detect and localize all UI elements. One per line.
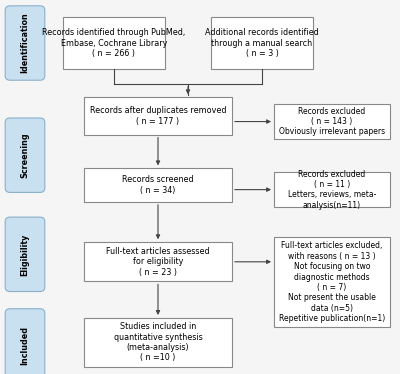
Text: Records after duplicates removed
( n = 177 ): Records after duplicates removed ( n = 1… [90,106,226,126]
Bar [84,318,232,367]
FancyBboxPatch shape [5,309,45,374]
FancyBboxPatch shape [5,217,45,292]
Bar [274,237,390,327]
Text: Eligibility: Eligibility [20,233,30,276]
Bar [274,104,390,139]
FancyBboxPatch shape [5,118,45,193]
Text: Identification: Identification [20,13,30,73]
Bar [211,17,313,69]
FancyBboxPatch shape [5,6,45,80]
Text: Included: Included [20,327,30,365]
Text: Records excluded
( n = 143 )
Obviously irrelevant papers: Records excluded ( n = 143 ) Obviously i… [279,107,385,137]
Text: Records identified through PubMed,
Embase, Cochrane Library
( n = 266 ): Records identified through PubMed, Embas… [42,28,186,58]
Text: Records excluded
( n = 11 )
Letters, reviews, meta-
analysis(n=11): Records excluded ( n = 11 ) Letters, rev… [288,169,376,210]
Text: Records screened
( n = 34): Records screened ( n = 34) [122,175,194,195]
Text: Additional records identified
through a manual search
( n = 3 ): Additional records identified through a … [205,28,319,58]
Text: Studies included in
quantitative synthesis
(meta-analysis)
( n =10 ): Studies included in quantitative synthes… [114,322,202,362]
Bar [84,168,232,202]
Bar [84,97,232,135]
Text: Full-text articles excluded,
with reasons ( n = 13 )
Not focusing on two
diagnos: Full-text articles excluded, with reason… [279,242,385,323]
Bar [63,17,165,69]
Text: Screening: Screening [20,132,30,178]
Bar [84,242,232,282]
Text: Full-text articles assessed
for eligibility
( n = 23 ): Full-text articles assessed for eligibil… [106,247,210,277]
Bar [274,172,390,207]
